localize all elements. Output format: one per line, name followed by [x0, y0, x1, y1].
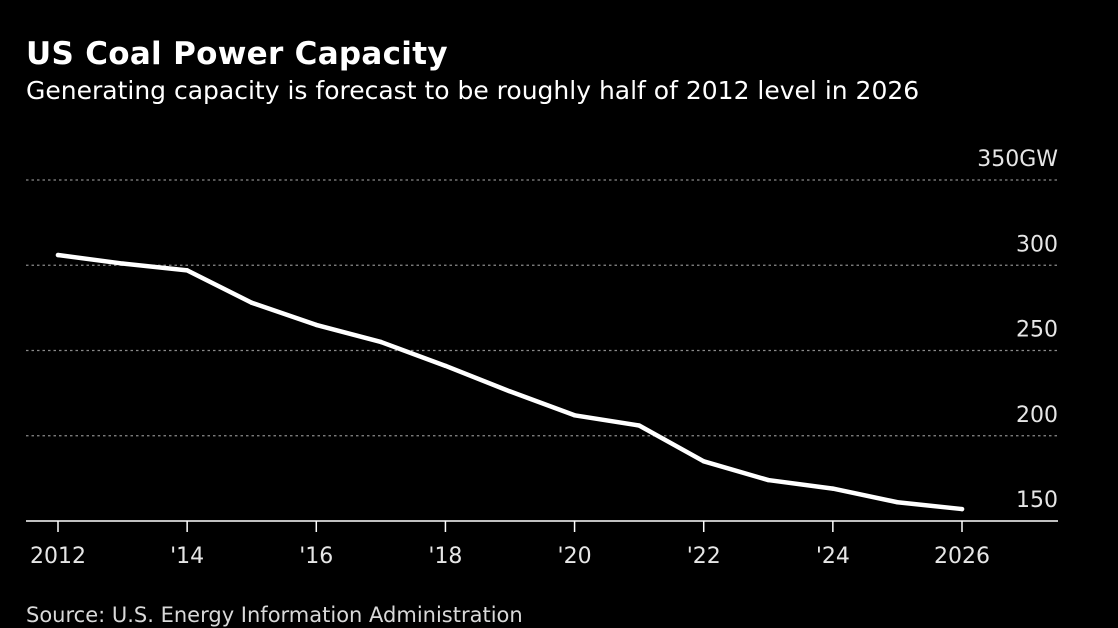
y-tick-label: 200 — [1016, 403, 1058, 428]
y-tick-label: 150 — [1016, 488, 1058, 513]
data-point — [184, 268, 190, 273]
data-point — [959, 506, 965, 512]
y-tick-label: 300 — [1016, 232, 1058, 257]
data-point — [314, 322, 319, 328]
data-point — [378, 339, 384, 345]
chart-title: US Coal Power Capacity — [26, 36, 448, 72]
y-tick-labels: 350GW 300 250 200 150 — [977, 147, 1058, 513]
source-note: Source: U.S. Energy Information Administ… — [26, 603, 523, 627]
chart-subtitle: Generating capacity is forecast to be ro… — [26, 76, 920, 105]
x-tick-label: 2026 — [934, 544, 990, 569]
x-tick-label: '22 — [687, 544, 721, 569]
x-axis — [26, 520, 1058, 532]
x-tick-label: '20 — [558, 544, 592, 569]
y-tick-label: 350GW — [977, 147, 1058, 172]
data-point — [572, 413, 577, 418]
data-point — [55, 252, 61, 258]
data-point — [507, 389, 513, 394]
gridlines — [26, 179, 1058, 437]
data-point — [701, 459, 706, 464]
x-tick-label: '14 — [170, 544, 204, 569]
series-line — [55, 252, 965, 512]
x-tick-label: '24 — [816, 544, 850, 569]
data-point — [636, 423, 642, 428]
data-point — [766, 477, 771, 483]
y-tick-label: 250 — [1016, 318, 1058, 343]
x-tick-label: '18 — [428, 544, 462, 569]
x-tick-labels: 2012 '14 '16 '18 '20 '22 '24 2026 — [30, 544, 990, 569]
data-point — [249, 300, 254, 305]
data-point — [895, 500, 900, 505]
x-tick-label: 2012 — [30, 544, 86, 569]
data-point — [830, 486, 836, 491]
series-layer — [55, 252, 965, 512]
data-point — [443, 363, 448, 369]
data-point — [120, 261, 125, 266]
x-tick-label: '16 — [299, 544, 333, 569]
